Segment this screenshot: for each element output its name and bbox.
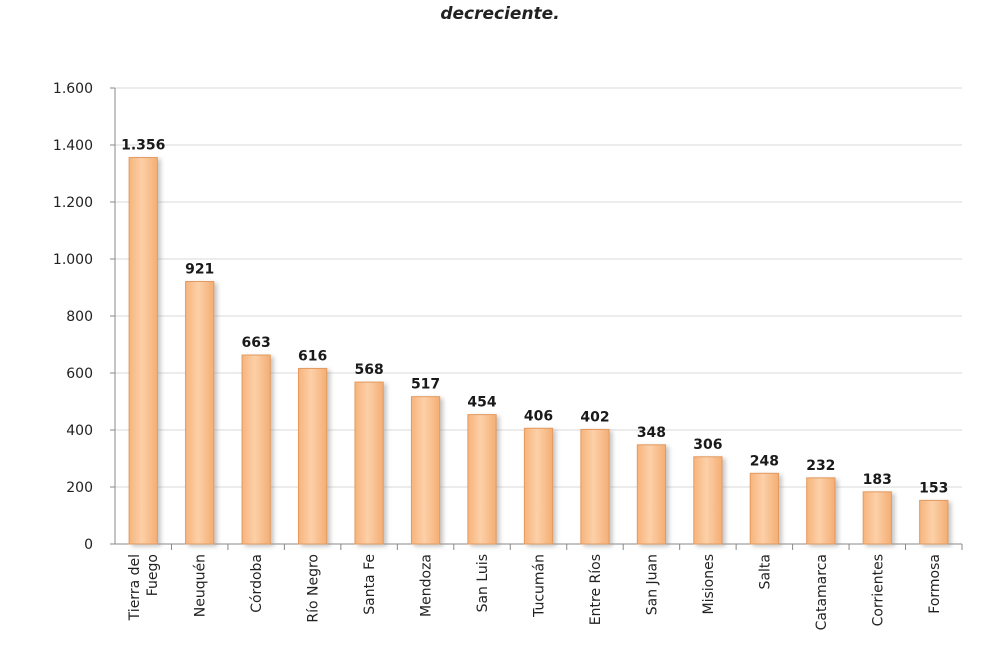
category-label: Mendoza — [419, 554, 435, 617]
category-label: Río Negro — [306, 554, 322, 623]
category-label-group: Tucumán — [532, 554, 548, 618]
data-label: 183 — [863, 472, 892, 488]
category-label: Formosa — [927, 554, 943, 614]
category-label-group: Córdoba — [249, 554, 265, 613]
category-label: Córdoba — [249, 554, 265, 613]
data-label: 1.356 — [121, 138, 165, 154]
y-tick-label: 1.600 — [53, 81, 93, 97]
category-label-group: Mendoza — [419, 554, 435, 617]
data-label: 616 — [298, 348, 327, 364]
bar — [862, 491, 892, 545]
category-label: Santa Fe — [362, 554, 378, 615]
category-label: Tierra del — [127, 554, 143, 621]
bar — [467, 414, 497, 545]
y-tick-label: 1.200 — [53, 195, 93, 211]
y-tick-label: 0 — [84, 537, 93, 553]
labels: 0 200 400 600 800 1.000 1.200 1.400 1.600 1.356 Ti… — [53, 81, 948, 630]
bar — [580, 428, 610, 545]
bar — [354, 381, 384, 545]
category-label-group: Tierra del Fuego — [127, 554, 161, 621]
bar — [919, 499, 949, 545]
category-label: Catamarca — [814, 554, 830, 630]
category-label-group: Entre Ríos — [588, 554, 604, 625]
bar — [806, 477, 836, 545]
category-label-group: San Juan — [644, 554, 660, 615]
category-label: Neuquén — [193, 554, 209, 617]
bar — [749, 472, 779, 545]
bar — [185, 281, 215, 545]
bar — [636, 444, 667, 545]
y-tick-label: 200 — [66, 480, 93, 496]
bars — [128, 157, 949, 545]
category-label: Corrientes — [870, 554, 886, 626]
category-label: San Juan — [644, 554, 660, 615]
data-label: 248 — [750, 453, 779, 469]
y-tick-label: 400 — [66, 423, 93, 439]
data-label: 153 — [919, 480, 948, 496]
category-label-group: Misiones — [701, 554, 717, 615]
bar — [693, 456, 723, 545]
data-label: 306 — [693, 437, 722, 453]
category-label-group: Santa Fe — [362, 554, 378, 615]
y-tick-label: 1.400 — [53, 138, 93, 154]
category-label-group: Río Negro — [306, 554, 322, 623]
category-label-group: Formosa — [927, 554, 943, 614]
category-label-group: Salta — [757, 554, 773, 589]
y-tick-label: 800 — [66, 309, 93, 325]
bar — [298, 367, 328, 545]
category-label: Misiones — [701, 554, 717, 615]
bar — [241, 354, 271, 545]
category-label-group: Corrientes — [870, 554, 886, 626]
chart-title: decreciente. — [440, 4, 560, 24]
data-label: 517 — [411, 377, 440, 393]
category-label: Entre Ríos — [588, 554, 604, 625]
data-label: 232 — [806, 458, 835, 474]
category-label-group: Catamarca — [814, 554, 830, 630]
bar — [128, 157, 158, 545]
category-label: Tucumán — [532, 554, 548, 618]
data-label: 921 — [185, 262, 214, 278]
data-label: 406 — [524, 408, 553, 424]
category-label: San Luis — [475, 554, 491, 612]
category-label: Fuego — [145, 554, 161, 596]
category-label: Salta — [757, 554, 773, 589]
y-tick-label: 1.000 — [53, 252, 93, 268]
y-tick-label: 600 — [66, 366, 93, 382]
data-label: 348 — [637, 425, 666, 441]
data-label: 402 — [580, 409, 609, 425]
bar — [523, 427, 554, 545]
category-label-group: San Luis — [475, 554, 491, 612]
category-label-group: Neuquén — [193, 554, 209, 617]
data-label: 454 — [467, 395, 496, 411]
bar — [410, 396, 441, 545]
data-label: 568 — [354, 362, 383, 378]
data-label: 663 — [242, 335, 271, 351]
